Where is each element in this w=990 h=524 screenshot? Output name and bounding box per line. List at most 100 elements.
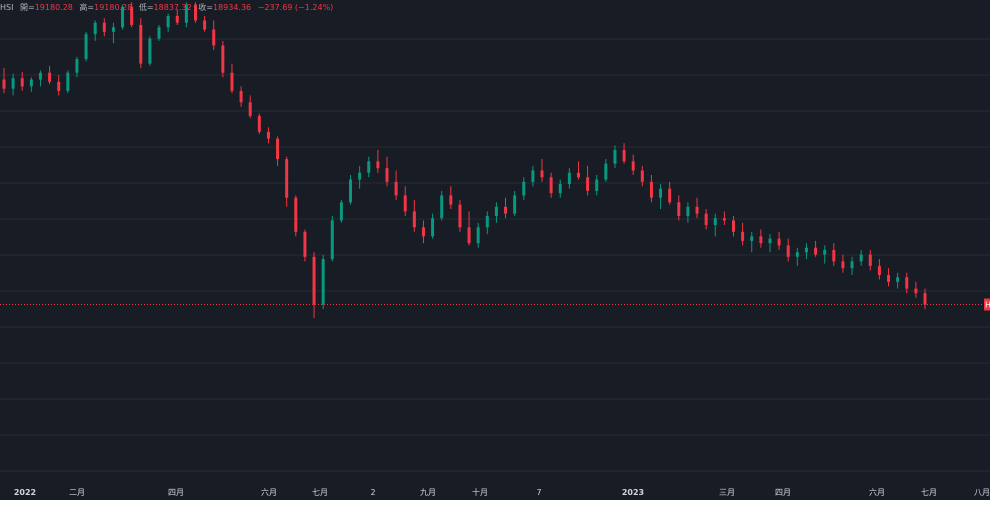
candle-body[interactable] (522, 181, 526, 196)
candle-body[interactable] (212, 29, 216, 46)
candle-body[interactable] (203, 20, 207, 30)
candle-body[interactable] (622, 150, 626, 162)
candle-body[interactable] (339, 202, 343, 221)
candle-series[interactable] (2, 2, 927, 319)
candle-body[interactable] (887, 275, 891, 282)
candle-body[interactable] (732, 220, 736, 232)
candle-body[interactable] (850, 261, 854, 269)
candle-body[interactable] (2, 79, 6, 89)
candle-body[interactable] (841, 261, 845, 269)
candle-body[interactable] (266, 131, 270, 139)
candle-body[interactable] (38, 72, 42, 80)
candle-body[interactable] (576, 172, 580, 178)
candle-body[interactable] (695, 206, 699, 214)
candle-body[interactable] (102, 22, 106, 32)
candle-body[interactable] (431, 218, 435, 237)
candle-body[interactable] (175, 15, 179, 23)
candle-body[interactable] (184, 4, 188, 23)
candle-body[interactable] (741, 231, 745, 241)
candle-body[interactable] (923, 293, 927, 305)
candle-body[interactable] (868, 254, 872, 266)
candle-body[interactable] (276, 138, 280, 160)
candle-body[interactable] (248, 102, 252, 116)
candle-body[interactable] (330, 220, 334, 260)
candle-body[interactable] (285, 159, 289, 198)
candle-body[interactable] (139, 25, 143, 64)
candle-body[interactable] (640, 170, 644, 182)
candle-body[interactable] (476, 227, 480, 244)
candle-body[interactable] (412, 211, 416, 228)
candle-body[interactable] (230, 72, 234, 91)
candle-body[interactable] (549, 177, 553, 194)
candle-body[interactable] (221, 45, 225, 73)
candle-body[interactable] (896, 277, 900, 282)
candle-body[interactable] (84, 34, 88, 60)
candle-body[interactable] (29, 79, 33, 87)
candle-body[interactable] (57, 81, 61, 91)
candle-body[interactable] (567, 172, 571, 185)
candle-body[interactable] (440, 195, 444, 219)
candle-body[interactable] (303, 231, 307, 257)
candle-body[interactable] (722, 218, 726, 221)
candle-body[interactable] (421, 227, 425, 237)
candle-body[interactable] (659, 188, 663, 198)
candle-body[interactable] (130, 6, 134, 25)
candle-body[interactable] (485, 215, 489, 228)
candle-body[interactable] (804, 247, 808, 253)
candle-body[interactable] (786, 245, 790, 257)
candle-body[interactable] (677, 202, 681, 216)
candle-body[interactable] (66, 72, 70, 91)
candle-body[interactable] (111, 27, 115, 32)
candle-body[interactable] (449, 195, 453, 205)
candle-body[interactable] (814, 247, 818, 255)
candle-body[interactable] (531, 170, 535, 182)
candle-body[interactable] (321, 259, 325, 305)
candle-body[interactable] (20, 78, 24, 87)
candle-body[interactable] (121, 6, 125, 28)
candle-body[interactable] (257, 115, 261, 132)
candle-body[interactable] (832, 250, 836, 262)
candle-body[interactable] (713, 218, 717, 225)
candle-body[interactable] (750, 236, 754, 241)
candle-body[interactable] (704, 213, 708, 225)
candle-body[interactable] (795, 252, 799, 257)
candle-body[interactable] (823, 250, 827, 255)
candle-body[interactable] (11, 78, 15, 89)
candle-body[interactable] (777, 238, 781, 246)
candle-body[interactable] (631, 161, 635, 171)
candle-body[interactable] (494, 206, 498, 216)
candle-body[interactable] (914, 288, 918, 294)
candle-body[interactable] (686, 206, 690, 216)
candle-body[interactable] (157, 27, 161, 39)
candle-body[interactable] (604, 163, 608, 180)
candle-body[interactable] (649, 181, 653, 198)
candle-body[interactable] (403, 195, 407, 212)
candle-body[interactable] (613, 150, 617, 164)
candle-body[interactable] (166, 15, 170, 28)
candle-body[interactable] (358, 172, 362, 180)
candle-body[interactable] (668, 188, 672, 203)
candle-body[interactable] (93, 22, 97, 35)
candle-body[interactable] (768, 238, 772, 244)
candle-body[interactable] (558, 184, 562, 194)
candle-body[interactable] (385, 168, 389, 182)
time-axis[interactable]: 2022 二月 四月 六月 七月 2 九月 十月 7 2023 三月 四月 六月 七月 八月 (0, 484, 990, 500)
candle-body[interactable] (376, 161, 380, 169)
candle-body[interactable] (504, 206, 508, 214)
candle-body[interactable] (595, 179, 599, 191)
candle-body[interactable] (294, 197, 298, 232)
candle-body[interactable] (312, 256, 316, 305)
candle-body[interactable] (48, 72, 52, 82)
candle-body[interactable] (540, 170, 544, 178)
candle-body[interactable] (349, 179, 353, 203)
candle-body[interactable] (759, 236, 763, 244)
candle-body[interactable] (367, 161, 371, 173)
candle-body[interactable] (75, 59, 79, 73)
candle-body[interactable] (458, 204, 462, 228)
candle-body[interactable] (467, 227, 471, 244)
candle-body[interactable] (148, 38, 152, 64)
candle-body[interactable] (905, 277, 909, 289)
candle-body[interactable] (586, 177, 590, 191)
